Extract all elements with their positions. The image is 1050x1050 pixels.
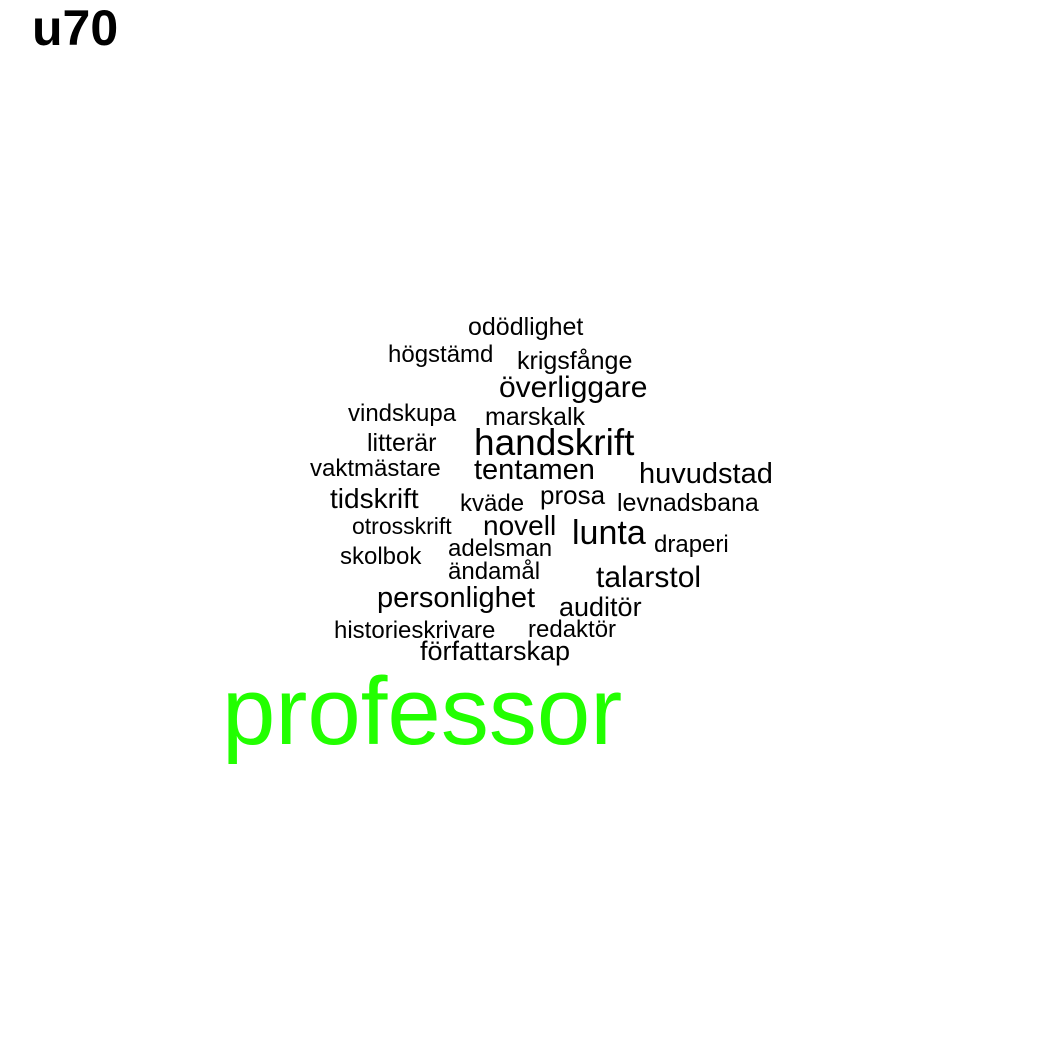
cloud-word: adelsman	[448, 535, 553, 562]
cloud-word: handskrift	[474, 422, 635, 463]
cloud-word: historieskrivare	[334, 617, 496, 644]
cloud-word: överliggare	[499, 371, 648, 404]
cloud-word: talarstol	[596, 561, 702, 594]
cloud-word: författarskap	[420, 636, 571, 666]
cloud-word: huvudstad	[639, 458, 773, 490]
cloud-word: redaktör	[528, 616, 617, 643]
cloud-word: personlighet	[377, 582, 535, 614]
cloud-word: marskalk	[485, 403, 586, 431]
cloud-word: tidskrift	[330, 483, 419, 514]
page-title: u70	[32, 0, 119, 56]
cloud-word: draperi	[654, 531, 729, 558]
cloud-word: litterär	[367, 429, 437, 457]
cloud-word: krigsfånge	[517, 347, 633, 375]
cloud-word: kväde	[460, 490, 525, 517]
cloud-word: novell	[483, 510, 557, 541]
cloud-word: odödlighet	[468, 313, 584, 341]
cloud-word: levnadsbana	[617, 489, 759, 517]
cloud-word: auditör	[559, 592, 642, 622]
cloud-word: lunta	[572, 514, 646, 552]
cloud-word: skolbok	[340, 543, 422, 570]
cloud-word: ändamål	[448, 558, 541, 585]
cloud-word: vaktmästare	[310, 455, 441, 482]
cloud-word-highlight: professor	[222, 658, 623, 765]
cloud-word: tentamen	[474, 454, 595, 486]
cloud-word: vindskupa	[348, 400, 457, 427]
cloud-word: otrosskrift	[352, 513, 452, 539]
cloud-word: högstämd	[388, 341, 494, 368]
cloud-word: prosa	[540, 480, 606, 510]
